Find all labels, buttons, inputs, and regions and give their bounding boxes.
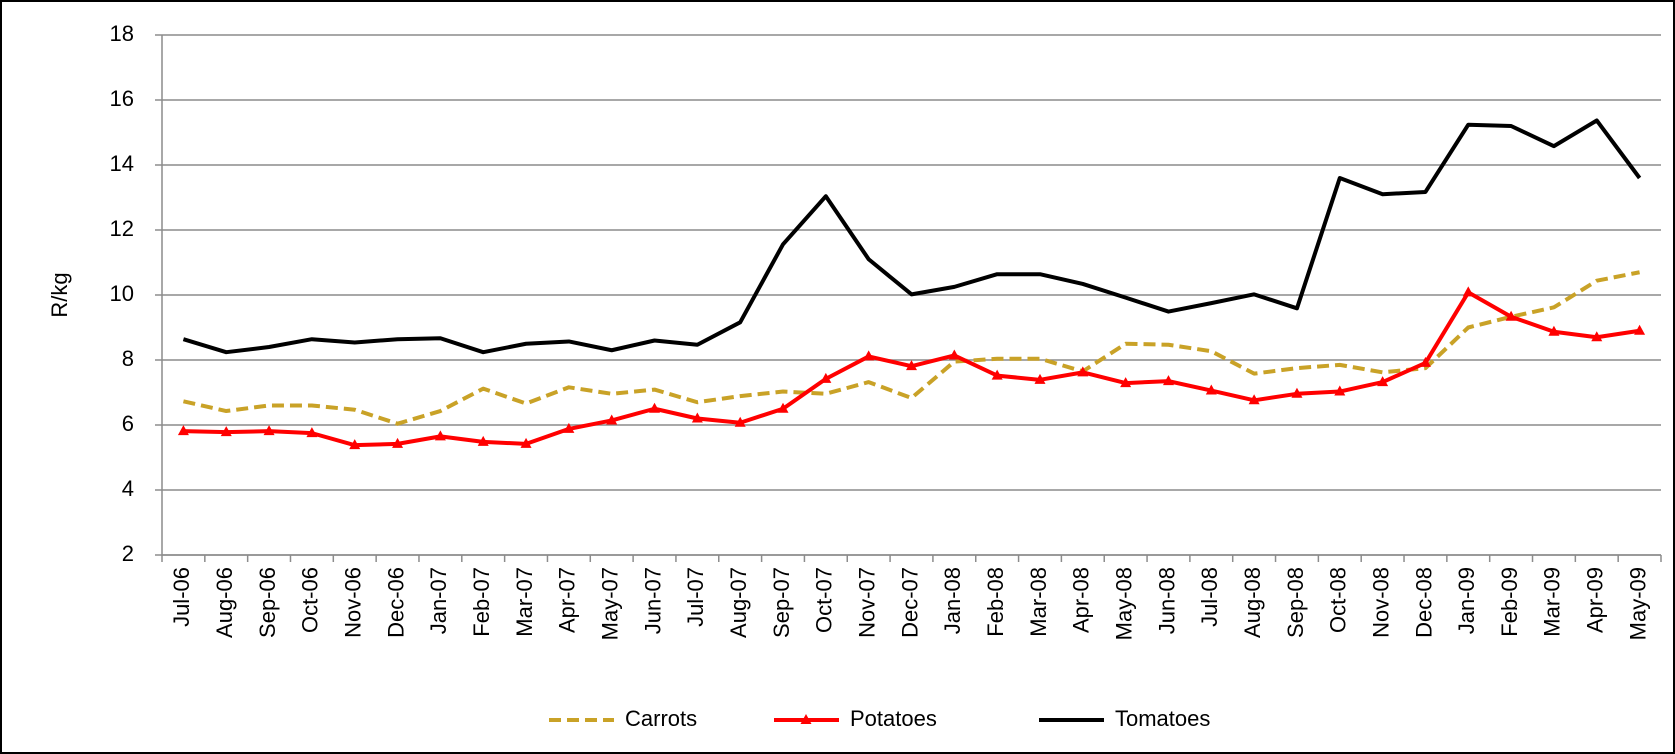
marker (906, 360, 917, 371)
marker (349, 439, 361, 450)
marker (1634, 324, 1646, 335)
marker (477, 435, 489, 446)
marker (1162, 375, 1174, 386)
x-tick-label: Aug-07 (726, 567, 751, 638)
x-tick-label: Mar-08 (1026, 567, 1051, 637)
marker (1077, 366, 1089, 377)
marker (563, 422, 575, 433)
marker (863, 350, 875, 361)
marker (649, 402, 661, 413)
x-tick-label: Jul-08 (1197, 567, 1222, 627)
marker (1548, 325, 1560, 336)
x-tick-label: Jan-09 (1454, 567, 1479, 634)
marker (1419, 356, 1431, 367)
marker (1334, 385, 1346, 396)
y-tick-label: 18 (110, 21, 134, 46)
x-tick-label: Jun-07 (640, 567, 665, 634)
marker (1505, 310, 1517, 321)
x-tick-label: Jul-06 (169, 567, 194, 627)
series-line (182, 118, 1642, 355)
x-tick-label: Apr-08 (1069, 567, 1094, 633)
marker (948, 349, 960, 360)
marker (1377, 376, 1389, 387)
y-tick-label: 10 (110, 281, 134, 306)
y-tick-label: 8 (122, 346, 134, 371)
x-tick-label: Dec-07 (897, 567, 922, 638)
x-tick-label: Nov-07 (854, 567, 879, 638)
x-tick-label: Oct-06 (298, 567, 323, 633)
x-tick-label: Oct-08 (1326, 567, 1351, 633)
y-tick-label: 4 (122, 476, 134, 501)
x-tick-label: Feb-09 (1497, 567, 1522, 637)
y-tick-label: 16 (110, 86, 134, 111)
x-tick-label: Aug-06 (212, 567, 237, 638)
y-tick-label: 2 (122, 541, 134, 566)
x-tick-label: Jul-07 (683, 567, 708, 627)
marker (1462, 286, 1474, 297)
x-tick-label: Jan-07 (426, 567, 451, 634)
marker (606, 414, 618, 425)
y-tick-label: 14 (110, 151, 134, 176)
x-tick-label: Dec-06 (383, 567, 408, 638)
marker (1591, 331, 1603, 342)
x-tick-label: Nov-08 (1368, 567, 1393, 638)
marker (1291, 387, 1303, 398)
marker (820, 372, 832, 383)
y-axis-label: R/kg (47, 272, 72, 317)
x-tick-label: Oct-07 (812, 567, 837, 633)
marker (306, 427, 318, 438)
legend-marker (800, 714, 812, 724)
x-tick-label: Apr-09 (1583, 567, 1608, 633)
marker (520, 437, 532, 448)
x-tick-label: Sep-07 (769, 567, 794, 638)
marker (734, 416, 746, 427)
marker (1120, 377, 1132, 388)
x-tick-label: May-08 (1111, 567, 1136, 640)
legend-label: Potatoes (850, 706, 937, 731)
marker (1034, 373, 1046, 384)
legend-label: Tomatoes (1115, 706, 1210, 731)
marker (177, 425, 189, 436)
marker (434, 430, 446, 441)
x-tick-label: Sep-08 (1283, 567, 1308, 638)
marker (392, 437, 404, 448)
x-tick-label: Mar-09 (1540, 567, 1565, 637)
x-tick-label: Dec-08 (1411, 567, 1436, 638)
x-tick-label: Nov-06 (341, 567, 366, 638)
x-tick-label: Aug-08 (1240, 567, 1265, 638)
x-tick-label: Sep-06 (255, 567, 280, 638)
x-tick-label: Apr-07 (555, 567, 580, 633)
x-tick-label: Mar-07 (512, 567, 537, 637)
marker (220, 426, 232, 437)
marker (263, 425, 275, 436)
marker (1248, 394, 1260, 405)
marker (991, 369, 1003, 380)
legend-label: Carrots (625, 706, 697, 731)
x-tick-label: May-07 (598, 567, 623, 640)
series-line (182, 270, 1640, 426)
marker (1205, 384, 1217, 395)
y-tick-label: 6 (122, 411, 134, 436)
marker (777, 402, 789, 413)
x-tick-label: Jan-08 (940, 567, 965, 634)
x-tick-label: Feb-08 (983, 567, 1008, 637)
x-tick-label: May-09 (1625, 567, 1650, 640)
x-tick-label: Feb-07 (469, 567, 494, 637)
y-tick-label: 12 (110, 216, 134, 241)
x-tick-label: Jun-08 (1154, 567, 1179, 634)
marker (691, 412, 703, 423)
